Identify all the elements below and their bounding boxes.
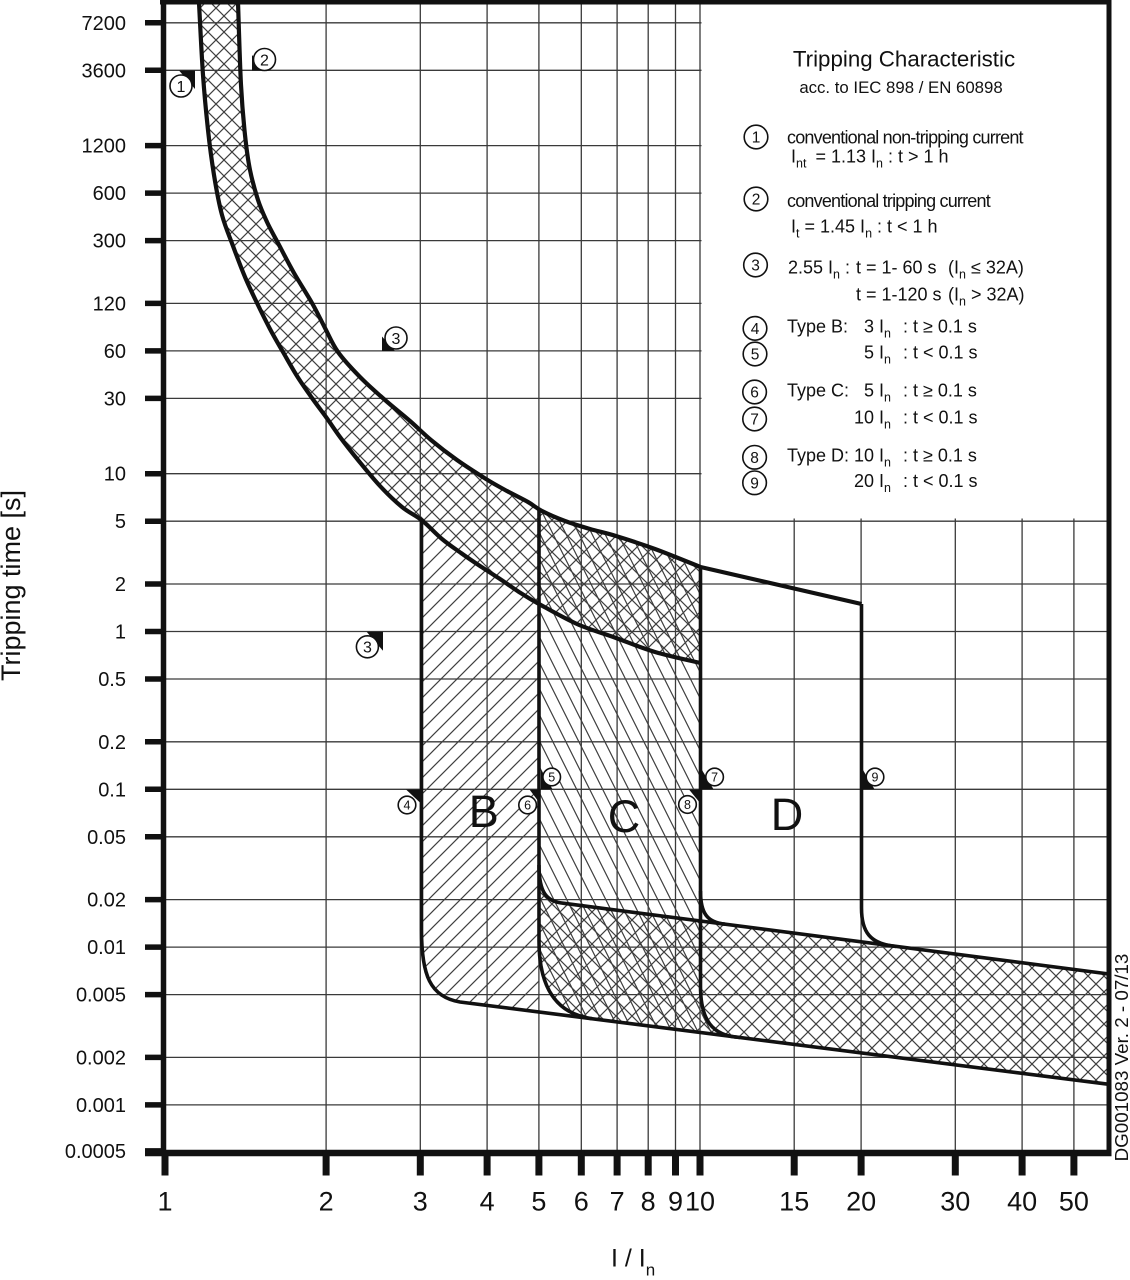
svg-text:7200: 7200 [82,13,127,35]
svg-text:C: C [608,791,641,842]
svg-text:4: 4 [480,1187,495,1217]
svg-text:: t ≥ 0.1 s: : t ≥ 0.1 s [903,380,977,400]
svg-text:acc. to IEC 898 / EN 60898: acc. to IEC 898 / EN 60898 [799,78,1002,97]
svg-text:1: 1 [752,130,761,147]
svg-text:1: 1 [115,622,126,644]
svg-text:1200: 1200 [82,136,127,158]
svg-text:1: 1 [157,1187,172,1217]
svg-text:0.1: 0.1 [98,779,126,801]
svg-text:3: 3 [751,258,760,275]
svg-text:7: 7 [711,771,718,785]
svg-text:Tripping time [s]: Tripping time [s] [0,490,26,681]
svg-text:4: 4 [751,321,760,338]
svg-text:conventional tripping current: conventional tripping current [787,191,991,211]
svg-text:Int = 1.13 In : t > 1 h: Int = 1.13 In : t > 1 h [791,147,949,171]
svg-text:0.01: 0.01 [87,937,126,959]
svg-text:6: 6 [574,1187,589,1217]
svg-text:0.002: 0.002 [76,1047,126,1069]
svg-text:: t ≥ 0.1 s: : t ≥ 0.1 s [903,317,977,337]
svg-text:10: 10 [104,464,126,486]
svg-text:5 In: 5 In [864,343,891,367]
svg-text:30: 30 [940,1187,970,1217]
svg-text:9: 9 [668,1187,683,1217]
svg-text:2: 2 [752,192,761,209]
svg-text:2: 2 [319,1187,334,1217]
svg-text:t = 1- 60 s: t = 1- 60 s [856,258,937,278]
svg-text:2: 2 [115,574,126,596]
svg-text:8: 8 [641,1187,656,1217]
svg-text:It = 1.45 In : t < 1 h: It = 1.45 In : t < 1 h [791,217,938,241]
svg-text:3: 3 [363,640,372,657]
svg-text:8: 8 [684,798,691,812]
svg-text:5: 5 [548,771,555,785]
svg-text:15: 15 [779,1187,809,1217]
svg-text:Tripping Characteristic: Tripping Characteristic [793,47,1015,72]
svg-text:5: 5 [115,511,126,533]
svg-text:: t < 0.1 s: : t < 0.1 s [903,471,978,491]
svg-text:t = 1-120 s: t = 1-120 s [856,285,942,305]
svg-text:B: B [469,786,499,837]
svg-text:Type B:: Type B: [787,317,848,337]
svg-text:0.05: 0.05 [87,827,126,849]
svg-text:0.005: 0.005 [76,985,126,1007]
svg-text:1: 1 [177,79,186,96]
svg-text:9: 9 [750,475,759,492]
svg-text:9: 9 [872,771,879,785]
svg-text:conventional non-tripping curr: conventional non-tripping current [787,128,1024,148]
svg-text:Type D:: Type D: [787,446,849,466]
svg-text:6: 6 [750,385,759,402]
svg-text:0.2: 0.2 [98,732,126,754]
svg-text:0.001: 0.001 [76,1095,126,1117]
svg-text:0.02: 0.02 [87,890,126,912]
svg-text:60: 60 [104,341,126,363]
svg-text:2.55 In :: 2.55 In : [788,258,850,282]
svg-text:20: 20 [846,1187,876,1217]
svg-text:0.0005: 0.0005 [65,1141,126,1163]
svg-text:300: 300 [93,231,126,253]
svg-text:10: 10 [685,1187,715,1217]
svg-text:Type C:: Type C: [787,380,849,400]
svg-text:30: 30 [104,388,126,410]
svg-text:: t ≥ 0.1 s: : t ≥ 0.1 s [903,446,977,466]
svg-text:600: 600 [93,183,126,205]
svg-text:120: 120 [93,293,126,315]
svg-text:8: 8 [750,450,759,467]
svg-text:7: 7 [750,412,759,429]
svg-text:50: 50 [1059,1187,1089,1217]
svg-text:5: 5 [751,347,760,364]
svg-text:2: 2 [260,52,269,69]
svg-text:3: 3 [392,331,401,348]
svg-text:3600: 3600 [82,60,127,82]
svg-text:4: 4 [404,799,411,813]
svg-text:6: 6 [524,799,531,813]
svg-text:5: 5 [531,1187,546,1217]
svg-text:3: 3 [413,1187,428,1217]
svg-text:D: D [771,789,804,840]
svg-text:0.5: 0.5 [98,669,126,691]
svg-text:: t < 0.1 s: : t < 0.1 s [903,343,978,363]
svg-text:: t < 0.1 s: : t < 0.1 s [903,407,978,427]
svg-text:DG001083 Ver. 2 - 07/13: DG001083 Ver. 2 - 07/13 [1111,954,1130,1162]
svg-text:7: 7 [610,1187,625,1217]
svg-text:40: 40 [1007,1187,1037,1217]
